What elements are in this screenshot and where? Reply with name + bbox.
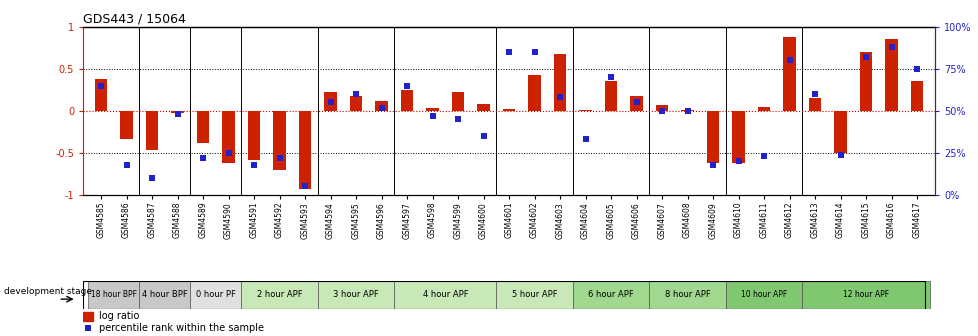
Text: development stage: development stage xyxy=(4,287,92,296)
Bar xyxy=(197,111,209,143)
Bar xyxy=(375,101,387,111)
Bar xyxy=(318,281,394,308)
Bar xyxy=(146,111,158,151)
Bar xyxy=(681,110,693,111)
Bar xyxy=(298,111,311,189)
Bar xyxy=(425,108,438,111)
Bar xyxy=(833,111,846,153)
Bar xyxy=(910,82,922,111)
Bar xyxy=(706,111,719,163)
Bar xyxy=(604,82,617,111)
Text: 8 hour APF: 8 hour APF xyxy=(664,290,710,299)
Text: 12 hour APF: 12 hour APF xyxy=(842,290,888,299)
Bar xyxy=(528,75,541,111)
Text: 10 hour APF: 10 hour APF xyxy=(740,290,786,299)
Bar xyxy=(757,107,770,111)
Bar xyxy=(400,90,413,111)
Text: 2 hour APF: 2 hour APF xyxy=(256,290,302,299)
Bar xyxy=(476,104,489,111)
Text: log ratio: log ratio xyxy=(99,311,139,322)
Text: percentile rank within the sample: percentile rank within the sample xyxy=(99,323,264,333)
Text: 4 hour BPF: 4 hour BPF xyxy=(142,290,188,299)
Bar xyxy=(496,281,572,308)
Bar xyxy=(782,37,795,111)
Bar xyxy=(802,281,929,308)
Bar xyxy=(648,281,725,308)
Bar xyxy=(95,79,108,111)
Bar xyxy=(171,111,184,114)
Bar xyxy=(83,312,93,321)
Bar xyxy=(572,281,648,308)
Bar xyxy=(859,52,871,111)
Text: 0 hour PF: 0 hour PF xyxy=(196,290,236,299)
Bar xyxy=(554,54,566,111)
Bar xyxy=(732,111,744,163)
Bar xyxy=(502,109,515,111)
Text: GDS443 / 15064: GDS443 / 15064 xyxy=(83,13,186,26)
Bar xyxy=(884,40,897,111)
Text: 4 hour APF: 4 hour APF xyxy=(422,290,467,299)
Bar xyxy=(324,92,336,111)
Bar xyxy=(120,111,133,138)
Bar xyxy=(88,281,139,308)
Bar xyxy=(725,281,802,308)
Bar xyxy=(273,111,286,170)
Text: 18 hour BPF: 18 hour BPF xyxy=(91,290,137,299)
Bar xyxy=(394,281,496,308)
Text: 6 hour APF: 6 hour APF xyxy=(588,290,634,299)
Bar xyxy=(630,96,643,111)
Bar xyxy=(655,105,668,111)
Bar xyxy=(190,281,241,308)
Bar xyxy=(241,281,318,308)
Bar xyxy=(808,98,821,111)
Text: 3 hour APF: 3 hour APF xyxy=(333,290,378,299)
Bar xyxy=(222,111,235,163)
Bar xyxy=(247,111,260,160)
Text: 5 hour APF: 5 hour APF xyxy=(511,290,556,299)
Bar xyxy=(579,110,592,111)
Bar xyxy=(139,281,190,308)
Bar xyxy=(349,96,362,111)
Bar xyxy=(451,92,464,111)
